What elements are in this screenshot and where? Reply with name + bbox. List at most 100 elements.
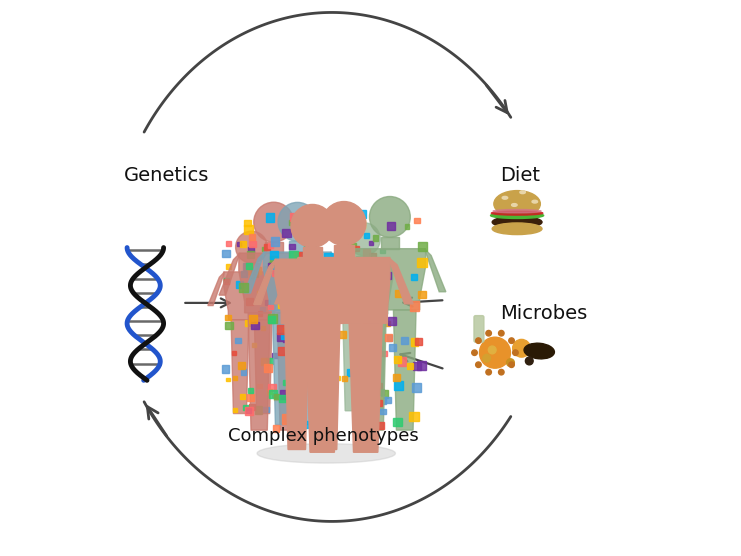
Bar xyxy=(325,313,332,321)
Bar xyxy=(299,397,304,401)
Bar xyxy=(368,421,376,429)
Bar xyxy=(241,394,245,399)
Circle shape xyxy=(488,346,496,354)
FancyBboxPatch shape xyxy=(289,241,306,252)
Bar xyxy=(246,409,250,413)
Bar xyxy=(289,220,293,225)
Bar xyxy=(235,338,241,344)
FancyBboxPatch shape xyxy=(474,316,484,342)
Bar xyxy=(293,336,302,344)
Polygon shape xyxy=(277,313,299,430)
Bar xyxy=(273,425,279,432)
Polygon shape xyxy=(285,324,309,449)
Bar xyxy=(393,374,400,381)
Bar xyxy=(418,242,427,251)
Bar xyxy=(394,356,401,363)
Bar xyxy=(359,332,364,336)
Bar xyxy=(251,322,259,330)
FancyBboxPatch shape xyxy=(334,245,353,257)
Bar xyxy=(312,378,318,384)
Bar xyxy=(279,348,286,355)
Bar xyxy=(295,222,302,229)
Polygon shape xyxy=(316,324,340,449)
Bar xyxy=(263,266,270,272)
Bar xyxy=(274,396,278,400)
Polygon shape xyxy=(334,249,355,292)
Bar xyxy=(367,275,374,282)
Bar xyxy=(264,364,273,373)
Bar xyxy=(356,260,364,268)
Polygon shape xyxy=(248,313,270,430)
Bar xyxy=(417,258,427,267)
Bar xyxy=(375,317,379,321)
Bar xyxy=(249,404,255,410)
Bar xyxy=(261,358,268,365)
Polygon shape xyxy=(239,253,308,313)
Bar xyxy=(299,252,305,258)
Bar xyxy=(248,315,257,324)
Bar xyxy=(304,245,313,254)
Bar xyxy=(359,211,366,218)
Bar xyxy=(277,334,285,341)
Bar xyxy=(369,241,373,245)
Circle shape xyxy=(513,350,518,355)
Bar xyxy=(270,256,277,263)
Bar xyxy=(354,246,359,251)
Bar xyxy=(233,376,237,380)
Bar xyxy=(416,338,422,345)
Bar xyxy=(270,251,278,259)
Bar xyxy=(395,290,402,297)
FancyBboxPatch shape xyxy=(265,242,282,253)
Bar xyxy=(262,247,266,251)
Bar xyxy=(308,376,313,381)
Bar xyxy=(240,241,246,246)
Bar xyxy=(266,358,273,365)
Bar xyxy=(359,266,364,271)
Bar xyxy=(407,363,413,369)
Polygon shape xyxy=(273,310,294,425)
Bar xyxy=(268,243,273,248)
Bar xyxy=(370,375,377,381)
Bar xyxy=(353,328,358,333)
Bar xyxy=(236,281,242,287)
Bar xyxy=(380,249,385,253)
Bar xyxy=(265,300,270,305)
Bar xyxy=(344,257,350,263)
Bar xyxy=(398,357,406,365)
Bar xyxy=(268,262,277,271)
Bar xyxy=(373,236,379,241)
Bar xyxy=(245,320,251,326)
Polygon shape xyxy=(275,259,350,324)
Polygon shape xyxy=(392,265,409,300)
Bar xyxy=(247,267,253,274)
Bar xyxy=(385,334,392,341)
Bar xyxy=(324,253,333,262)
Bar xyxy=(367,388,373,394)
Bar xyxy=(243,405,248,410)
Bar xyxy=(247,247,254,254)
Bar xyxy=(265,244,270,250)
Bar xyxy=(282,414,291,424)
FancyBboxPatch shape xyxy=(356,256,371,265)
Polygon shape xyxy=(231,320,249,414)
Bar xyxy=(411,275,417,280)
Bar xyxy=(283,337,288,341)
Polygon shape xyxy=(335,265,393,314)
Bar xyxy=(355,326,361,331)
Bar xyxy=(272,270,279,276)
Circle shape xyxy=(509,362,514,368)
Circle shape xyxy=(507,359,514,366)
Polygon shape xyxy=(308,253,328,295)
Polygon shape xyxy=(349,259,371,304)
Text: Complex phenotypes: Complex phenotypes xyxy=(228,426,419,445)
Bar xyxy=(370,371,373,374)
Circle shape xyxy=(525,357,533,365)
Polygon shape xyxy=(354,249,425,310)
Bar xyxy=(388,317,396,325)
Bar xyxy=(385,398,391,403)
Bar xyxy=(393,418,402,426)
Bar xyxy=(257,384,262,389)
Bar xyxy=(376,346,381,351)
Bar xyxy=(341,271,347,277)
Circle shape xyxy=(476,338,481,344)
